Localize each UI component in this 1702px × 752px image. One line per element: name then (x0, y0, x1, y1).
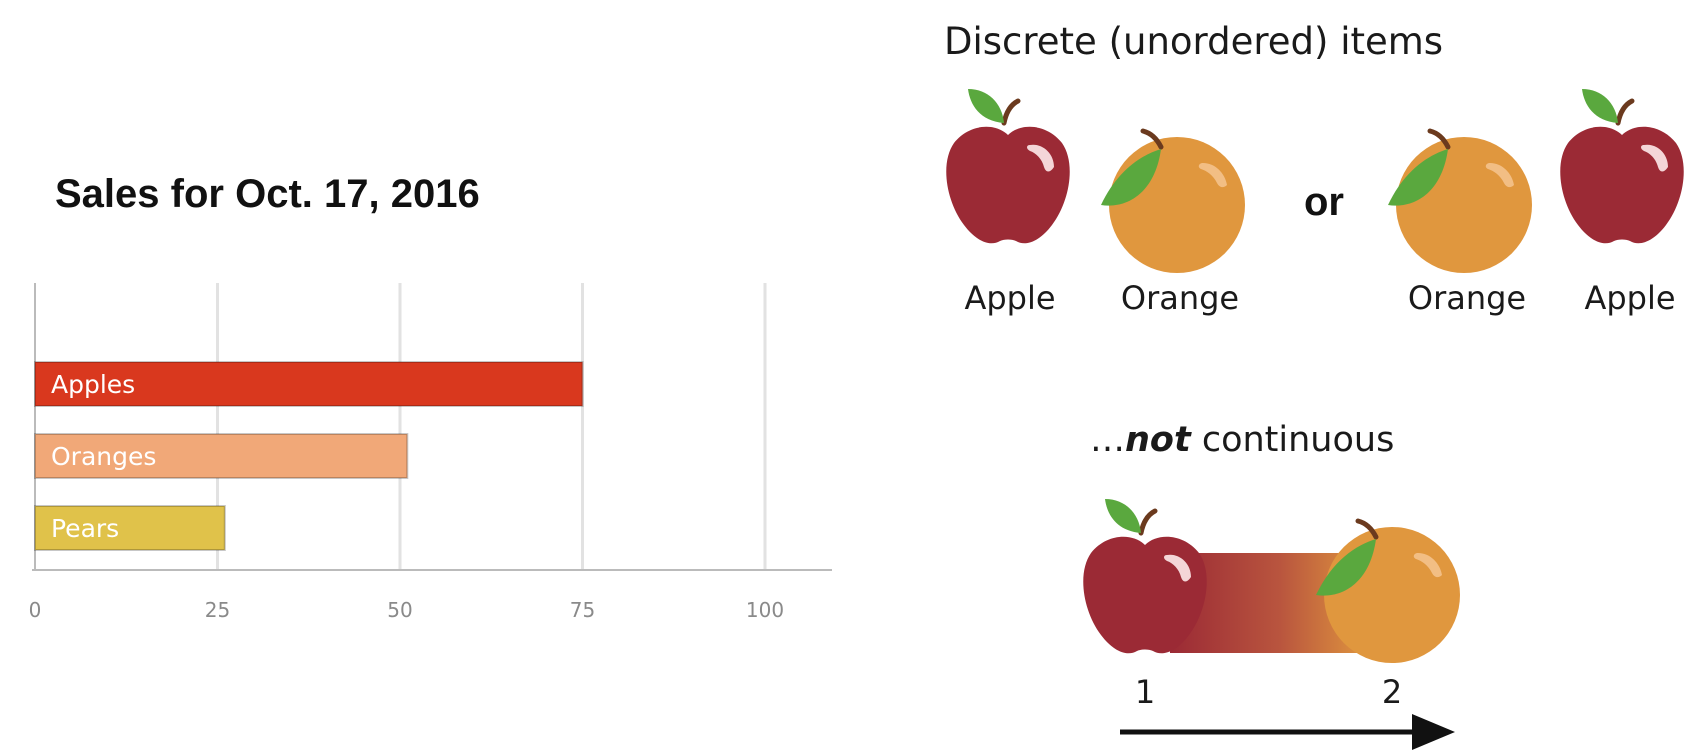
orange-leaf (1316, 539, 1376, 596)
left-pair-second-label: Orange (1121, 279, 1239, 317)
x-tick-label: 75 (570, 598, 595, 622)
apple-leaf (1582, 89, 1618, 123)
x-tick-label: 100 (746, 598, 784, 622)
diagram-heading: Discrete (unordered) items (944, 20, 1443, 63)
x-tick-label: 25 (205, 598, 230, 622)
bar-label: Pears (51, 514, 119, 543)
bar (34, 433, 409, 479)
fruit-order-row: Apple Orange or Orange Apple (946, 89, 1684, 317)
orange-icon (1316, 518, 1460, 663)
apple-leaf (968, 89, 1004, 123)
right-pair-first-label: Orange (1408, 279, 1526, 317)
left-pair-first-label: Apple (964, 279, 1055, 317)
continuum-illustration: 1 2 (1083, 499, 1460, 750)
orange-icon (1101, 128, 1245, 273)
right-pair-second-label: Apple (1584, 279, 1675, 317)
x-tick-label: 0 (29, 598, 42, 622)
apple-body (1083, 536, 1207, 654)
apple-body (946, 126, 1070, 244)
apple-stem (1615, 98, 1635, 126)
apple-icon (1560, 89, 1684, 244)
bar-label: Apples (51, 370, 135, 399)
apple-shine (1164, 554, 1191, 582)
apple-icon (946, 89, 1070, 244)
chart-title: Sales for Oct. 17, 2016 (55, 172, 480, 216)
not-emphasis: not (1125, 420, 1192, 460)
bar (34, 361, 584, 407)
chart-bars: Apples Oranges Pears (34, 361, 584, 551)
or-connector: or (1304, 180, 1344, 224)
orange-stem (1427, 128, 1451, 150)
orange-stem (1355, 518, 1379, 540)
bar (34, 505, 226, 551)
apple-stem (1001, 98, 1021, 126)
orange-stem (1140, 128, 1164, 150)
not-prefix: … (1090, 420, 1125, 460)
apple-stem (1138, 508, 1158, 536)
continuum-end-label: 2 (1382, 673, 1402, 711)
sales-bar-chart: Sales for Oct. 17, 2016 Apples Oranges Pea… (29, 172, 832, 622)
discrete-items-diagram: Discrete (unordered) items Apple Orange … (944, 20, 1684, 750)
orange-body (1324, 527, 1460, 663)
bar-label: Oranges (51, 442, 156, 471)
apple-body (1560, 126, 1684, 244)
orange-leaf (1101, 149, 1161, 206)
orange-icon (1388, 128, 1532, 273)
orange-shine (1485, 163, 1514, 188)
apple-shine (1641, 144, 1668, 172)
continuum-start-label: 1 (1135, 673, 1155, 711)
orange-body (1109, 137, 1245, 273)
orange-shine (1413, 553, 1442, 578)
not-continuous-caption: …not continuous (1090, 420, 1394, 460)
apple-leaf (1105, 499, 1141, 533)
orange-body (1396, 137, 1532, 273)
orange-shine (1198, 163, 1227, 188)
apple-shine (1027, 144, 1054, 172)
chart-x-axis: 0 25 50 75 100 (29, 569, 832, 622)
orange-leaf (1388, 149, 1448, 206)
x-tick-label: 50 (387, 598, 412, 622)
apple-icon (1083, 499, 1207, 654)
not-suffix: continuous (1191, 420, 1395, 460)
arrow-right-icon (1120, 714, 1455, 750)
